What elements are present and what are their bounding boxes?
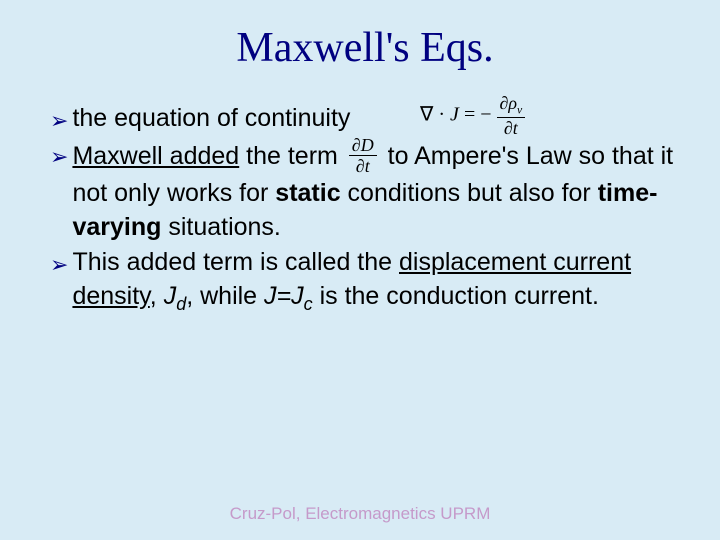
slide-container: Maxwell's Eqs. ∇ · J = − ∂ρv ∂t ➢ the eq… — [0, 0, 720, 540]
eq-nabla: ∇ · — [420, 103, 445, 125]
equation-displacement-term: ∂D∂t — [349, 136, 377, 175]
eq-J: J — [450, 103, 459, 125]
bullet-marker-icon: ➢ — [50, 142, 68, 172]
text-run-subscript: c — [304, 294, 313, 314]
equation-continuity: ∇ · J = − ∂ρv ∂t — [420, 94, 525, 137]
slide-footer: Cruz-Pol, Electromagnetics UPRM — [0, 504, 720, 524]
text-run: This added term is called the — [72, 248, 399, 276]
text-run: situations. — [161, 213, 281, 241]
eq-fraction: ∂ρv ∂t — [497, 94, 526, 137]
eq-equals: = − — [464, 103, 492, 125]
eq-inline-den: ∂t — [349, 156, 377, 175]
text-run: the term — [239, 142, 345, 170]
slide-body: ➢ the equation of continuity ➢ Maxwell a… — [50, 102, 680, 316]
text-run-italic: J — [164, 282, 177, 310]
bullet-marker-icon: ➢ — [50, 106, 68, 136]
eq-num-rho: ρ — [508, 93, 517, 113]
slide-title: Maxwell's Eqs. — [50, 24, 680, 72]
bullet-text: Maxwell added the term ∂D∂t to Ampere's … — [72, 138, 680, 245]
text-run-italic: J=J — [264, 282, 304, 310]
text-run-subscript: d — [176, 294, 186, 314]
text-run: , while — [186, 282, 264, 310]
eq-num-sub: v — [517, 104, 522, 117]
text-run: conditions but also for — [341, 179, 598, 207]
bullet-item: ➢ Maxwell added the term ∂D∂t to Ampere'… — [50, 138, 680, 245]
text-run: , — [150, 282, 164, 310]
text-run-bold: static — [275, 179, 340, 207]
bullet-item: ➢ the equation of continuity — [50, 102, 680, 136]
text-run: is the conduction current. — [313, 282, 599, 310]
bullet-text: the equation of continuity — [72, 102, 680, 136]
text-run: the equation of continuity — [72, 104, 350, 132]
bullet-marker-icon: ➢ — [50, 250, 68, 280]
eq-denominator: ∂t — [497, 118, 526, 137]
text-run-underline: Maxwell added — [72, 142, 239, 170]
bullet-text: This added term is called the displaceme… — [72, 246, 680, 316]
eq-inline-num: ∂D — [349, 136, 377, 156]
eq-numerator: ∂ρv — [497, 94, 526, 118]
bullet-item: ➢ This added term is called the displace… — [50, 246, 680, 316]
